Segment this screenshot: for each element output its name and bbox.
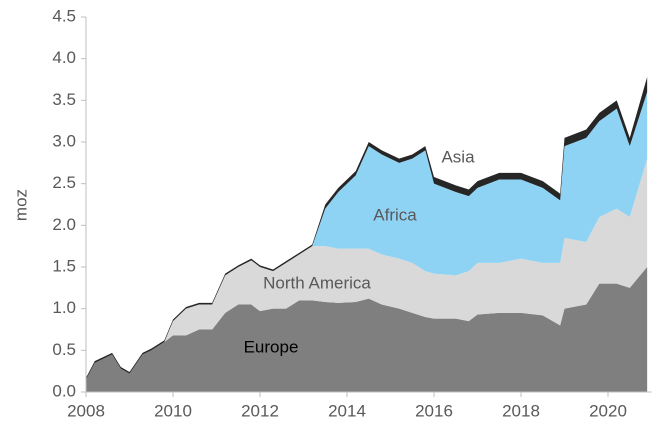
- y-tick-label: 4.5: [52, 6, 76, 25]
- series-label: Africa: [373, 205, 417, 224]
- y-tick-label: 2.5: [52, 173, 76, 192]
- area: [86, 267, 648, 392]
- x-tick-label: 2020: [589, 401, 627, 420]
- y-tick-label: 3.0: [52, 131, 76, 150]
- x-tick-label: 2018: [502, 401, 540, 420]
- series-label: North America: [263, 273, 371, 292]
- x-tick-label: 2008: [67, 401, 105, 420]
- y-tick-label: 3.5: [52, 90, 76, 109]
- series-label: Europe: [244, 337, 299, 356]
- y-tick-label: 1.0: [52, 298, 76, 317]
- x-tick-label: 2016: [415, 401, 453, 420]
- x-tick-label: 2010: [154, 401, 192, 420]
- area: [86, 92, 648, 380]
- y-tick-label: 1.5: [52, 256, 76, 275]
- area: [86, 158, 648, 380]
- x-tick-label: 2014: [328, 401, 366, 420]
- y-tick-label: 0.5: [52, 340, 76, 359]
- y-axis-label: moz: [11, 189, 30, 221]
- series-label: Asia: [441, 147, 475, 166]
- y-tick-label: 4.0: [52, 48, 76, 67]
- y-tick-label: 2.0: [52, 215, 76, 234]
- x-tick-label: 2012: [241, 401, 279, 420]
- y-tick-label: 0.0: [52, 381, 76, 400]
